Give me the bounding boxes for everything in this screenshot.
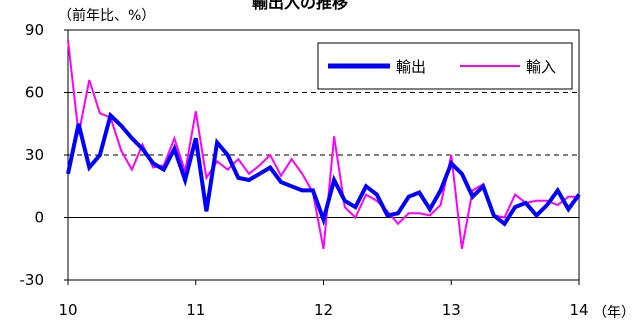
gridlines: [68, 92, 579, 156]
x-tick-label: 13: [442, 301, 461, 319]
chart-title: 輸出入の推移: [252, 0, 348, 12]
series-lines: [66, 40, 581, 249]
y-tick-label: 0: [34, 209, 44, 227]
x-tick-label: 12: [314, 301, 333, 319]
y-tick-label: 90: [25, 21, 44, 39]
y-axis-label: （前年比、%）: [58, 7, 155, 24]
legend-label-export: 輸出: [396, 58, 426, 76]
export-line: [66, 111, 581, 227]
legend: 輸出 輸入: [317, 42, 573, 90]
y-axis: 90 60 30 0 -30: [20, 21, 68, 289]
x-tick-label: 11: [186, 301, 205, 319]
y-tick-label: 60: [25, 84, 44, 102]
x-axis-label: （年）: [593, 305, 635, 321]
y-tick-label: 30: [25, 146, 44, 164]
x-axis: 10 11 12 13 14: [58, 280, 589, 319]
legend-label-import: 輸入: [526, 58, 556, 76]
y-tick-label: -30: [20, 271, 45, 289]
x-tick-label: 14: [569, 301, 588, 319]
x-tick-label: 10: [58, 301, 77, 319]
